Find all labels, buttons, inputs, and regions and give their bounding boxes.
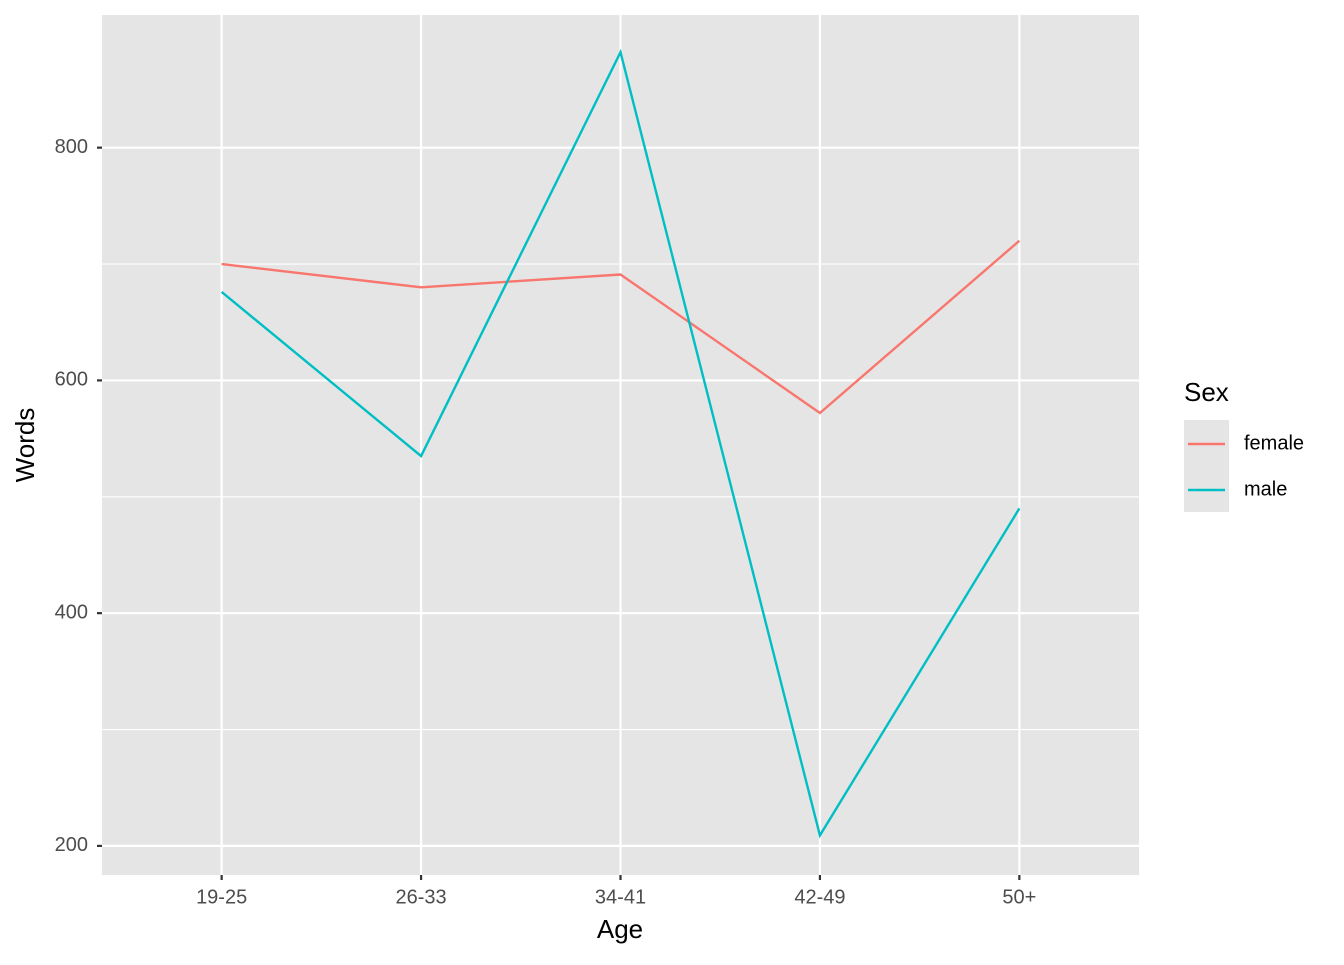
x-tick-label: 50+ [1002,886,1036,908]
x-tick-label: 26-33 [395,886,446,908]
legend: Sex female male [1184,377,1304,512]
x-tick-label: 42-49 [794,886,845,908]
y-tick-label: 600 [55,369,88,391]
legend-key-background [1184,420,1229,512]
y-tick-label: 400 [55,601,88,623]
legend-label: female [1244,432,1304,454]
series-line [220,48,1021,839]
y-tick-label: 800 [55,136,88,158]
x-tick-label: 34-41 [595,886,646,908]
y-axis-label: Words [10,408,40,483]
series-line [221,239,1021,415]
x-tick-label: 19-25 [196,886,247,908]
legend-title: Sex [1184,377,1229,407]
y-tick-label: 200 [55,834,88,856]
x-axis-label: Age [597,914,643,944]
legend-label: male [1244,478,1287,500]
